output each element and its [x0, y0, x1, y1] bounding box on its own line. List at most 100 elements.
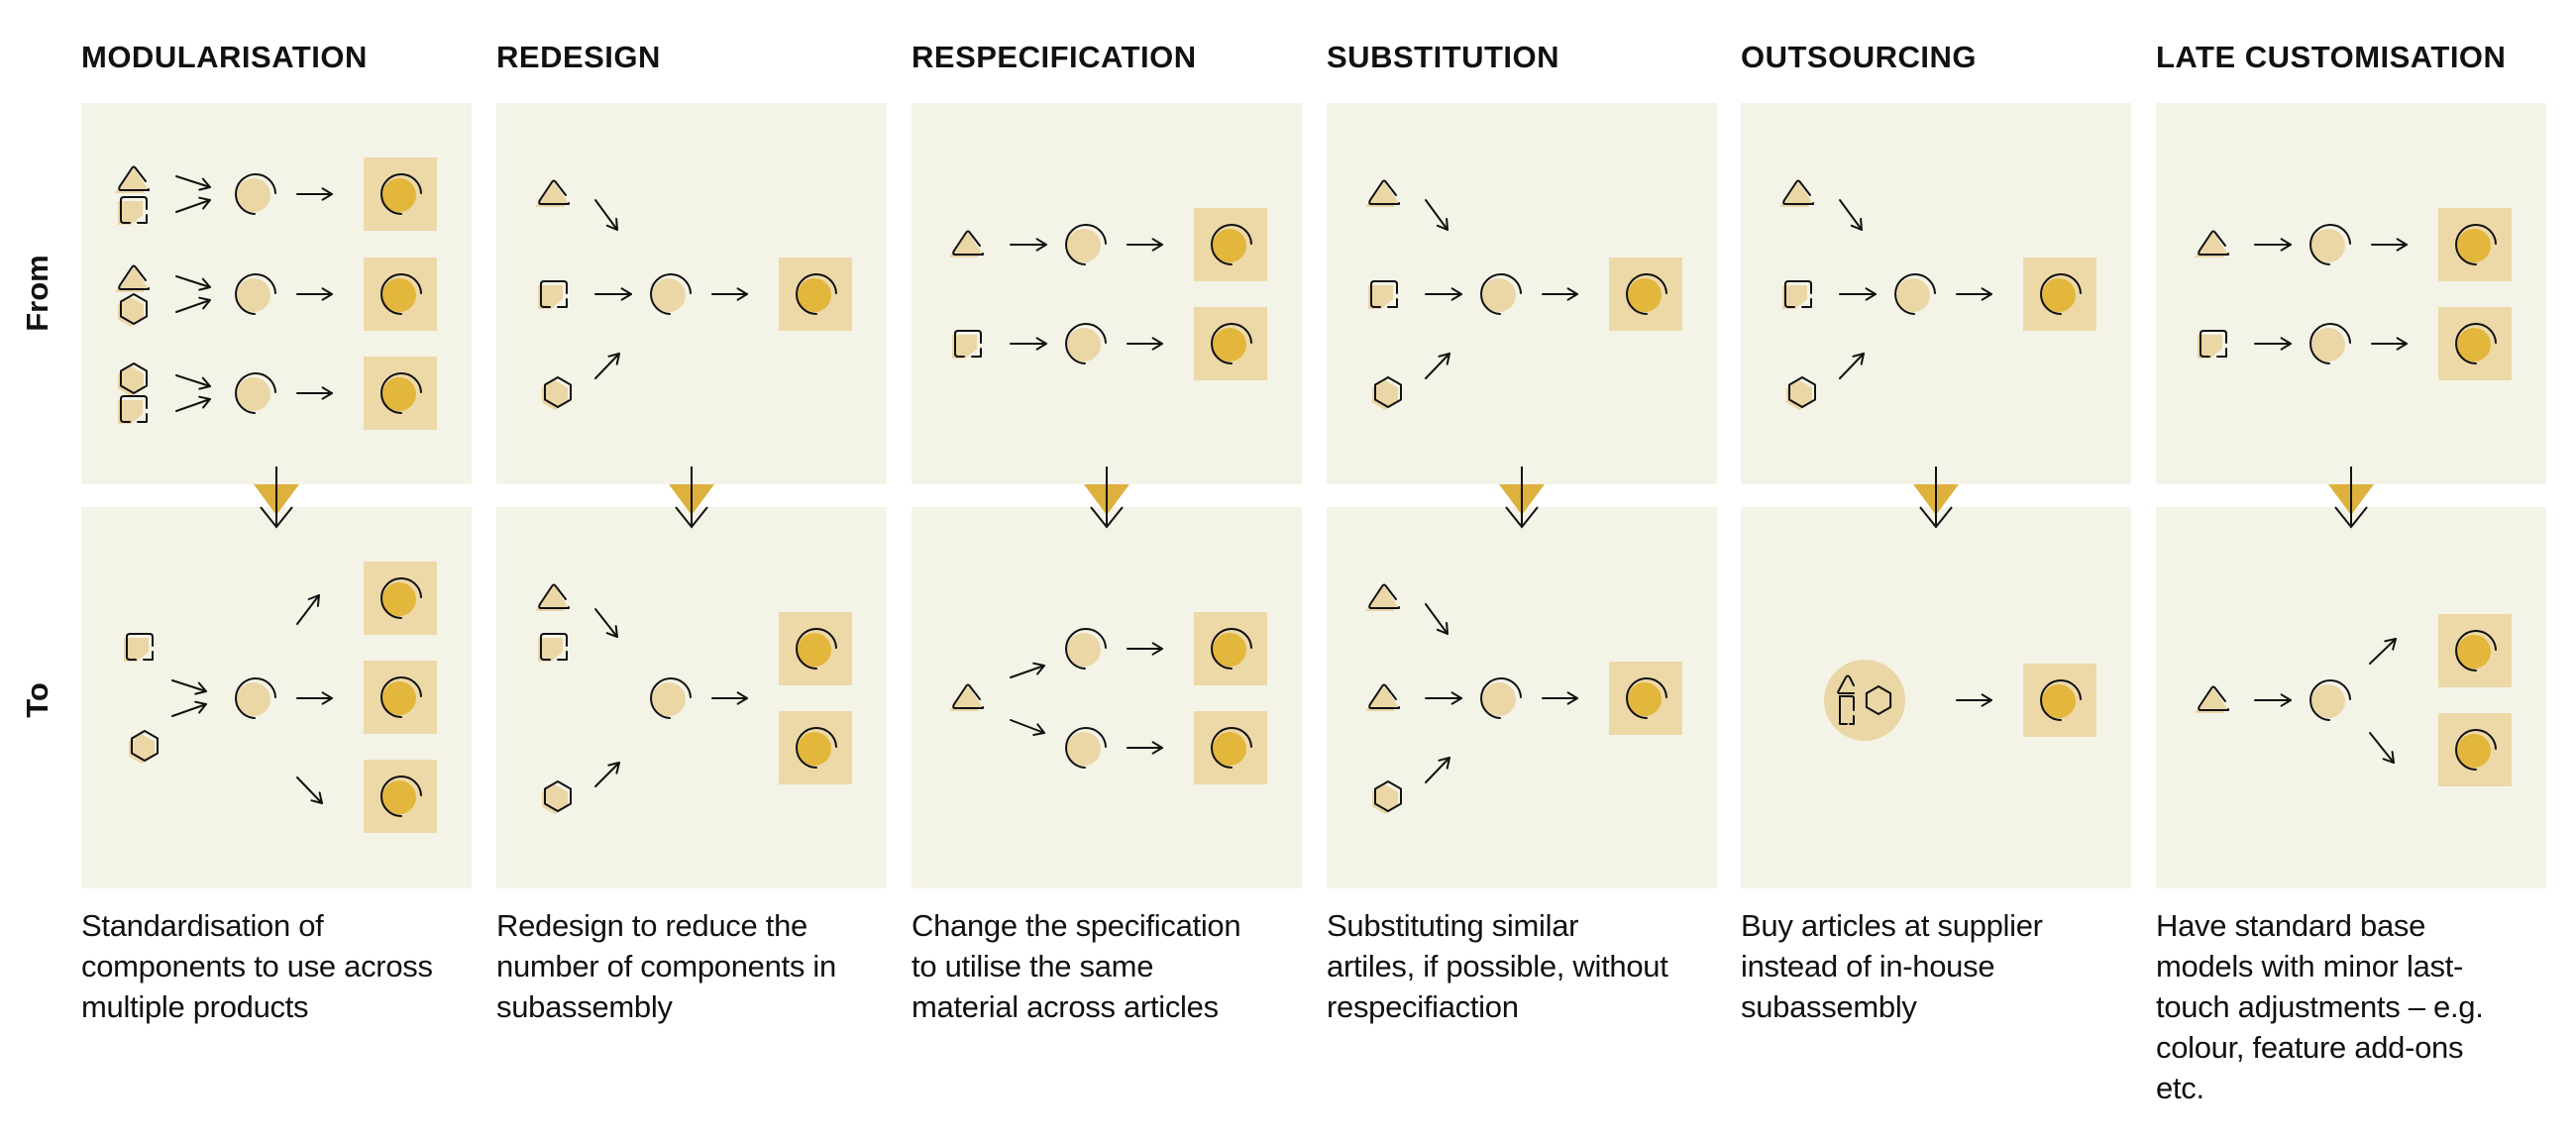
arrow-icon — [175, 374, 211, 390]
from-panel-outsourcing — [1741, 103, 2131, 484]
finished-product-icon — [1609, 258, 1682, 331]
finished-product-icon — [364, 661, 437, 734]
triangle-icon — [535, 179, 570, 207]
finished-product-icon — [2438, 713, 2512, 786]
subassembly-icon — [235, 372, 276, 414]
description-line: subassembly — [496, 989, 673, 1024]
finished-product-icon — [364, 157, 437, 231]
arrow-icon — [1425, 287, 1462, 301]
arrow-icon — [1010, 238, 1047, 252]
triangle-icon — [1365, 583, 1400, 611]
arrow-icon — [2371, 238, 2408, 252]
description-line: respecifiaction — [1327, 989, 1519, 1024]
from-diagram-modularisation — [115, 157, 437, 430]
arrow-icon — [1127, 642, 1163, 656]
from-panel-respecification — [912, 103, 1302, 484]
square-icon — [538, 280, 568, 309]
arrow-icon — [2254, 238, 2292, 252]
description-line: to utilise the same — [912, 949, 1154, 983]
triangle-icon — [115, 165, 150, 193]
arrow-icon — [175, 196, 211, 213]
description-line: artiles, if possible, without — [1327, 949, 1668, 983]
description-line: components to use across — [81, 949, 433, 983]
finished-product-icon — [779, 258, 852, 331]
column-title-modularisation: MODULARISATION — [81, 40, 368, 74]
arrow-icon — [1425, 691, 1462, 705]
description-line: Buy articles at supplier — [1741, 908, 2043, 943]
hexagon-icon — [129, 730, 159, 764]
arrow-icon — [594, 762, 620, 787]
arrow-icon — [711, 287, 748, 301]
row-label-from: From — [20, 255, 54, 332]
hexagon-icon — [118, 362, 148, 396]
hexagon-icon — [542, 780, 572, 814]
to-diagram-outsourcing — [1824, 660, 2096, 741]
square-icon — [538, 633, 568, 662]
description-line: number of components in — [496, 949, 836, 983]
description-substitution: Substituting similar artiles, if possibl… — [1327, 905, 1723, 1027]
down-arrow-icon — [1499, 466, 1545, 529]
arrow-icon — [1839, 353, 1865, 379]
to-panel-modularisation — [81, 507, 472, 888]
hexagon-icon — [1865, 685, 1892, 715]
arrow-icon — [2254, 337, 2292, 351]
subassembly-icon — [235, 273, 276, 315]
to-diagram-respecification — [949, 612, 1267, 784]
finished-product-icon — [1194, 711, 1267, 784]
finished-product-icon — [364, 258, 437, 331]
arrow-icon — [175, 175, 211, 191]
triangle-icon — [949, 683, 984, 711]
down-arrow-icon — [669, 466, 714, 529]
arrow-icon — [1839, 199, 1863, 231]
down-arrow-icon — [1913, 466, 1959, 529]
subassembly-icon — [235, 173, 276, 215]
description-line: instead of in-house — [1741, 949, 1995, 983]
arrow-icon — [1956, 287, 1992, 301]
description-late-customisation: Have standard base models with minor las… — [2156, 905, 2552, 1108]
finished-product-icon — [1609, 662, 1682, 735]
square-icon — [124, 633, 154, 662]
description-respecification: Change the specification to utilise the … — [912, 905, 1308, 1027]
triangle-icon — [2195, 685, 2229, 713]
arrow-icon — [2254, 693, 2292, 707]
to-panel-redesign — [496, 507, 887, 888]
subassembly-icon — [1480, 677, 1522, 719]
subassembly-icon — [650, 273, 692, 315]
arrow-icon — [711, 691, 748, 705]
arrow-icon — [1127, 337, 1163, 351]
from-diagram-outsourcing — [1779, 179, 2096, 410]
finished-product-icon — [1194, 208, 1267, 281]
triangle-icon — [2195, 230, 2229, 258]
hexagon-icon — [542, 376, 572, 410]
hexagon-icon — [118, 293, 148, 327]
arrow-icon — [1010, 719, 1045, 736]
subassembly-icon — [2309, 323, 2351, 364]
arrow-icon — [175, 296, 211, 313]
outsourced-bundle-icon — [1824, 660, 1905, 741]
row-label-to: To — [20, 682, 54, 718]
arrow-icon — [2371, 337, 2408, 351]
arrow-icon — [296, 776, 323, 804]
arrow-icon — [594, 353, 620, 379]
triangle-icon — [115, 264, 150, 292]
description-line: subassembly — [1741, 989, 1917, 1024]
square-icon — [1839, 695, 1855, 725]
from-panel-modularisation — [81, 103, 472, 484]
description-line: Redesign to reduce the — [496, 908, 807, 943]
subassembly-icon — [2309, 679, 2351, 721]
square-icon — [1368, 280, 1398, 309]
description-line: colour, feature add-ons — [2156, 1030, 2464, 1065]
triangle-icon — [1365, 683, 1400, 711]
arrow-icon — [175, 275, 211, 291]
from-diagram-substitution — [1365, 179, 1682, 410]
to-diagram-substitution — [1365, 583, 1682, 814]
finished-product-icon — [364, 357, 437, 430]
down-arrow-icon — [2328, 466, 2374, 529]
subassembly-icon — [1065, 628, 1107, 670]
column-title-redesign: REDESIGN — [496, 40, 661, 74]
down-arrow-icon — [254, 466, 299, 529]
arrow-icon — [2369, 638, 2397, 665]
arrow-icon — [296, 386, 333, 400]
finished-product-icon — [364, 562, 437, 635]
subassembly-icon — [1894, 273, 1936, 315]
